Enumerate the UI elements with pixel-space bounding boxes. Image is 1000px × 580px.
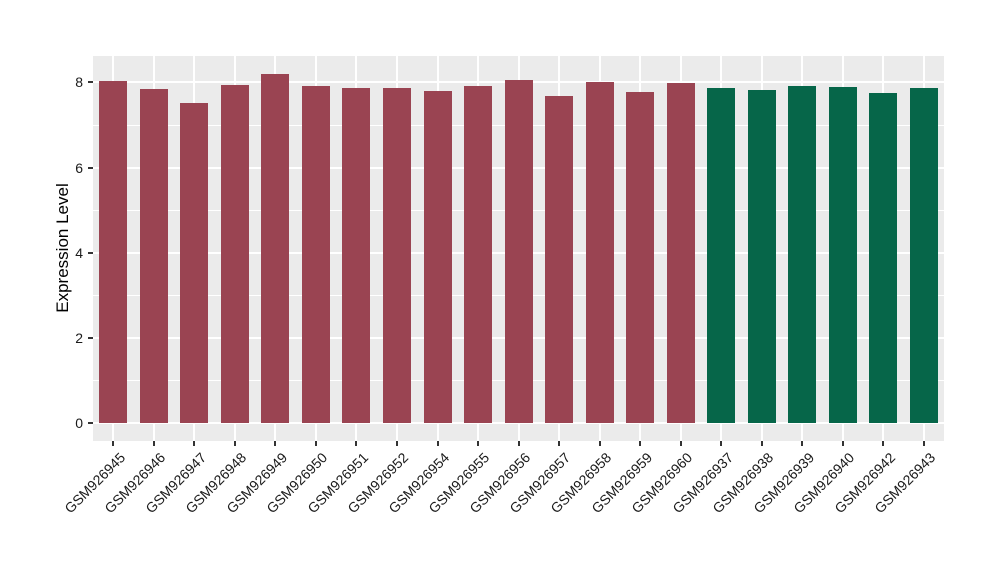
bar-GSM926959 (626, 92, 655, 424)
x-axis-tick (801, 441, 804, 446)
x-axis-tick (720, 441, 723, 446)
x-axis-tick (193, 441, 196, 446)
x-axis-tick (922, 441, 925, 446)
y-axis-tick (88, 81, 93, 84)
y-tick-label: 2 (75, 329, 83, 346)
bar-GSM926943 (909, 88, 938, 424)
bar-GSM926952 (382, 88, 411, 424)
bar-GSM926960 (666, 83, 695, 424)
x-axis-tick (760, 441, 763, 446)
x-axis-tick (314, 441, 317, 446)
y-tick-label: 0 (75, 415, 83, 432)
x-axis-tick (112, 441, 115, 446)
y-tick-label: 4 (75, 244, 83, 261)
bar-GSM926940 (828, 87, 857, 424)
y-axis-tick (88, 336, 93, 339)
x-axis-tick (355, 441, 358, 446)
bar-GSM926949 (261, 74, 290, 424)
y-tick-label: 6 (75, 159, 83, 176)
x-axis-tick (639, 441, 642, 446)
bar-GSM926954 (423, 90, 452, 424)
x-axis-tick (477, 441, 479, 446)
bar-GSM926955 (464, 86, 492, 424)
bar-GSM926957 (545, 96, 573, 424)
bar-GSM926938 (747, 89, 776, 424)
bar-GSM926958 (585, 81, 614, 424)
y-axis-tick (88, 251, 93, 254)
x-axis-tick (436, 441, 439, 446)
bar-GSM926937 (707, 87, 736, 424)
plot-panel (93, 56, 944, 441)
y-axis-tick (88, 422, 93, 425)
x-axis-tick (274, 441, 277, 446)
x-axis-tick (841, 441, 844, 446)
bar-GSM926951 (342, 87, 371, 424)
bar-GSM926945 (99, 80, 128, 424)
x-axis-tick (395, 441, 398, 446)
y-tick-label: 8 (75, 74, 83, 91)
bar-GSM926948 (220, 84, 249, 424)
bar-GSM926956 (504, 80, 533, 424)
x-axis-tick (233, 441, 236, 446)
x-axis-tick (152, 441, 155, 446)
x-axis-tick (598, 441, 601, 446)
x-axis-tick (517, 441, 520, 446)
x-axis-tick (882, 441, 885, 446)
x-axis-tick (558, 441, 560, 446)
x-axis-tick (679, 441, 682, 446)
y-axis-tick (88, 166, 93, 169)
bar-GSM926947 (180, 103, 209, 424)
bar-GSM926950 (301, 85, 330, 424)
bar-GSM926939 (788, 85, 817, 424)
bar-GSM926946 (139, 89, 168, 424)
bar-GSM926942 (869, 93, 898, 424)
